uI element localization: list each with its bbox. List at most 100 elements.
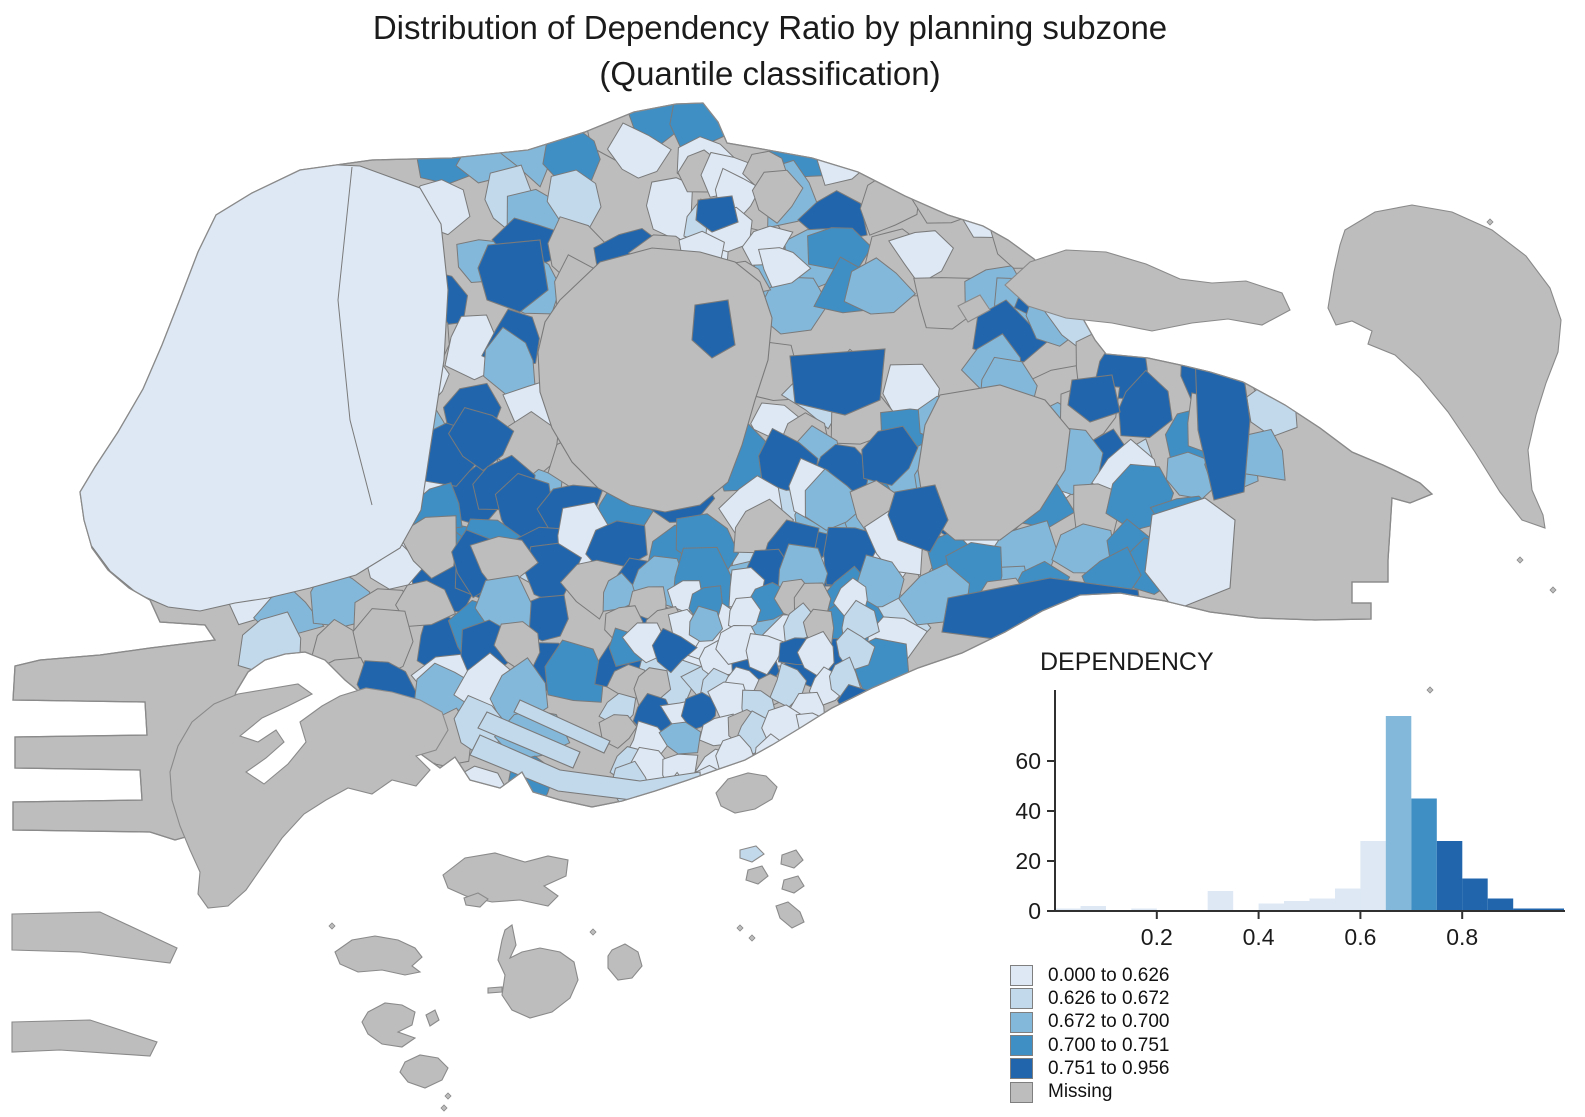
x-tick-label: 0.4 [1243,924,1275,950]
dark-subzone [691,299,736,359]
subzone [952,103,1019,159]
subzone [775,741,813,784]
islet-speck [1426,686,1434,694]
legend-item: 0.000 to 0.626 [1010,964,1170,987]
legend-item: 0.672 to 0.700 [1010,1011,1170,1034]
subzone [651,627,698,674]
pulau-semakau [497,924,579,1019]
islet-speck [1549,586,1557,594]
subzone [756,276,829,335]
airbase-area [917,384,1071,541]
islet [780,849,804,869]
wharf-pier [513,699,611,754]
title-line-1: Distribution of Dependency Ratio by plan… [372,9,1168,46]
subzone [448,407,515,472]
pulau-ubin [1004,249,1291,332]
legend-label: 0.626 to 0.672 [1048,987,1170,1009]
subzone [776,103,838,160]
dark-subzone [887,484,949,553]
subzone [804,468,868,531]
y-tick-label: 60 [1015,748,1041,774]
st-johns-island [739,845,765,863]
jurong-island [169,683,449,909]
islet [775,901,805,929]
legend-swatch-2 [1010,1011,1033,1033]
subzone [836,103,896,145]
subzone [843,257,917,315]
subzone [688,605,724,642]
islet-speck [1516,556,1524,564]
histogram-bar [1487,898,1514,911]
subzone-divider [337,166,373,506]
histogram-bars [1055,716,1564,911]
histogram-bar [1309,898,1335,911]
histogram-bar [1513,908,1539,911]
histogram-bar [1207,891,1234,911]
legend-swatch-5 [1010,1081,1033,1103]
map-legend: 0.000 to 0.626 0.626 to 0.672 0.672 to 0… [1010,964,1170,1104]
legend-swatch-3 [1010,1035,1033,1057]
dark-subzone [477,239,549,313]
subzone [904,103,973,163]
wharf-pier [477,711,581,769]
subzone [1146,201,1199,274]
subzone [757,247,812,288]
islet-speck [444,1092,452,1100]
subzone [822,749,859,787]
histogram-bar [1055,908,1081,911]
histogram-bar [1335,888,1361,911]
tuas-strip [11,1019,158,1057]
sentosa [715,772,778,814]
dark-subzone [789,348,886,416]
islands-group [11,204,1562,1112]
y-tick-label: 40 [1015,798,1041,824]
islet-speck [736,924,744,932]
legend-label: 0.672 to 0.700 [1048,1011,1170,1033]
islet [425,1009,440,1027]
subzone [828,712,865,748]
histogram-bar [1462,878,1488,911]
main-island-coastline [12,102,1434,841]
pulau-senang [399,1054,449,1089]
tuas-strip [11,911,178,964]
pale-subzone [1144,497,1236,611]
histogram-bar [1411,798,1437,911]
legend-swatch-0 [1010,965,1033,987]
subzone [866,103,921,156]
pulau-tekong [1327,204,1562,529]
pulau-jong [607,943,643,981]
western-water-catchment [77,162,449,612]
histogram-bar [1284,901,1310,911]
pulau-bukum [442,852,569,907]
islet [745,865,769,885]
y-tick-label: 20 [1015,848,1041,874]
y-tick-label: 0 [1028,898,1041,924]
islet-speck [1486,218,1494,226]
subzone [841,773,875,816]
map-layer [11,102,1562,1112]
dark-subzone [1067,374,1121,423]
page-title: Distribution of Dependency Ratio by plan… [0,6,1540,96]
legend-label: 0.751 to 0.956 [1048,1057,1170,1079]
islet-speck [440,1104,448,1112]
legend-swatch-1 [1010,988,1033,1010]
subzone [559,559,627,620]
legend-label: 0.000 to 0.626 [1048,964,1170,986]
histogram-title: DEPENDENCY [1040,648,1214,676]
islet [781,875,805,894]
dark-subzone [695,195,739,233]
title-line-2: (Quantile classification) [599,55,941,92]
subzone [658,721,702,755]
subzone [953,130,1018,191]
subzone [1118,369,1173,439]
subzone [801,747,839,794]
pulau-ketam [957,294,991,323]
pulau-sudong [334,935,423,976]
histogram-bar [1436,841,1463,911]
histogram-bar [1385,716,1412,911]
histogram: 0 20 40 60 0.2 0.4 0.6 0.8 [1015,690,1565,950]
islet-speck [328,922,336,930]
x-tick-label: 0.6 [1344,924,1376,950]
